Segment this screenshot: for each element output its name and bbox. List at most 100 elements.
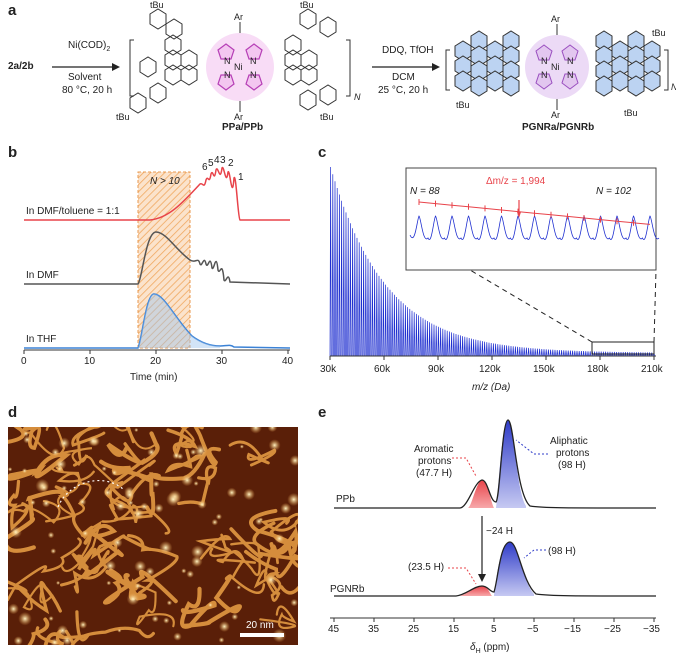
- panel-c-tick-30k: 30k: [320, 364, 337, 375]
- afm-bright-spot: [21, 468, 28, 474]
- trace-label-ppb: PPb: [336, 494, 355, 505]
- inset-box: [405, 167, 657, 271]
- afm-bright-spot: [151, 615, 159, 623]
- afm-bright-spot: [193, 481, 199, 486]
- afm-bright-spot: [239, 444, 244, 449]
- polymer-pp-structure: [129, 8, 351, 114]
- aromatic-label-top-1: Aromatic: [414, 444, 454, 455]
- afm-bright-spot: [126, 592, 140, 606]
- afm-bright-spot: [211, 518, 219, 526]
- product-ni: Ni: [551, 62, 560, 72]
- afm-bright-spot: [181, 474, 194, 487]
- afm-bright-spot: [39, 482, 49, 492]
- panel-e-letter: e: [318, 404, 327, 421]
- panel-e-tick-m5: −5: [527, 624, 539, 635]
- product-n-2: N: [567, 56, 574, 66]
- afm-bright-spot: [265, 574, 277, 586]
- polymer-n-3: N: [224, 70, 231, 80]
- reactant-label: 2a/2b: [8, 61, 34, 72]
- zoom-region-box: [591, 341, 655, 355]
- panel-e-tick-35: 35: [368, 624, 380, 635]
- afm-bright-spot: [166, 600, 173, 606]
- afm-strand: [8, 537, 82, 602]
- peak-label-3: 3: [220, 155, 226, 166]
- panel-b-chart: [23, 166, 291, 354]
- polymer-n-1: N: [224, 56, 231, 66]
- product-n-3: N: [541, 70, 548, 80]
- panel-e-tick-m25: −25: [604, 624, 621, 635]
- afm-bright-spot: [9, 526, 22, 539]
- afm-bright-spot: [79, 620, 88, 629]
- aromatic-value-top: (47.7 H): [416, 468, 453, 479]
- afm-strand: [8, 580, 62, 615]
- step1-reagent: Ni(COD)2: [68, 40, 110, 53]
- afm-bright-spot: [207, 602, 213, 608]
- afm-bright-spot: [215, 513, 222, 520]
- afm-bright-spot: [231, 613, 239, 621]
- afm-bright-spot: [186, 570, 194, 578]
- inset-red-segment: [616, 220, 634, 224]
- afm-bright-spot: [280, 502, 292, 514]
- product-n-1: N: [541, 56, 548, 66]
- afm-bright-spot: [191, 555, 203, 568]
- afm-strand: [13, 427, 66, 457]
- aliphatic-value-bottom: (98 H): [548, 546, 576, 557]
- aromatic-peak-bottom: [460, 586, 492, 596]
- panel-b-xlabel: Time (min): [130, 372, 178, 383]
- afm-bright-spot: [287, 492, 298, 507]
- afm-bright-spot: [191, 545, 205, 559]
- difference-label: −24 H: [486, 526, 513, 537]
- afm-bright-spot: [101, 466, 107, 472]
- product-label: PGNRa/PGNRb: [522, 122, 595, 133]
- tbu-label-1: tBu: [150, 0, 164, 10]
- polymer-label: PPa/PPb: [222, 122, 264, 133]
- afm-bright-spot: [22, 430, 29, 437]
- scale-bar: [240, 633, 284, 637]
- nmr-trace-ppb: [334, 419, 657, 509]
- trace-dmf-toluene: [24, 166, 290, 221]
- panel-c-tick-90k: 90k: [428, 364, 445, 375]
- afm-bright-spot: [50, 637, 60, 645]
- afm-bright-spot: [58, 437, 70, 449]
- panel-b-tick-20: 20: [150, 356, 162, 367]
- panel-e-xlabel: δH (ppm): [470, 642, 510, 655]
- afm-bright-spot: [61, 485, 67, 491]
- afm-bright-spot: [87, 435, 99, 447]
- inset-arrow: [517, 212, 521, 218]
- inset-red-segment: [567, 215, 585, 219]
- afm-strand: [193, 427, 221, 467]
- inset-delta-mz: Δm/z = 1,994: [486, 176, 546, 187]
- afm-bright-spot: [218, 637, 225, 643]
- afm-bright-spot: [152, 480, 160, 488]
- inset-red-segment: [451, 204, 469, 208]
- afm-bright-spot: [197, 499, 207, 509]
- trace-dmf: [24, 231, 291, 285]
- trace-label-dmf-toluene: In DMF/toluene = 1:1: [26, 206, 120, 217]
- product-ar-bottom: Ar: [551, 110, 560, 120]
- reaction-arrow-1-head: [112, 63, 120, 71]
- tbu-label-3: tBu: [116, 112, 130, 122]
- product-n-4: N: [567, 70, 574, 80]
- step1-solvent: Solvent: [68, 72, 102, 83]
- panel-e-chart: [330, 419, 657, 622]
- reaction-arrow-2-head: [432, 63, 440, 71]
- afm-bright-spot: [249, 427, 262, 434]
- afm-strand: [64, 626, 155, 645]
- trace-thf-fill: [138, 294, 220, 348]
- product-pgnr-structure: [445, 24, 669, 110]
- afm-bright-spot: [154, 503, 164, 513]
- afm-strand: [126, 533, 179, 595]
- afm-bright-spot: [42, 499, 51, 508]
- inset-red-segment: [633, 222, 651, 225]
- polymer-n-4: N: [250, 70, 257, 80]
- afm-bright-spot: [159, 541, 173, 555]
- afm-strand: [164, 448, 203, 474]
- inset-red-segment: [600, 219, 618, 222]
- afm-bright-spot: [226, 487, 237, 498]
- afm-bright-spot: [78, 497, 87, 506]
- panel-e-xlabel-sub: H: [475, 648, 481, 655]
- afm-bright-spot: [54, 458, 67, 471]
- afm-image: [8, 427, 298, 645]
- panel-c-tick-120k: 120k: [479, 364, 501, 375]
- inset-red-segment: [583, 217, 601, 221]
